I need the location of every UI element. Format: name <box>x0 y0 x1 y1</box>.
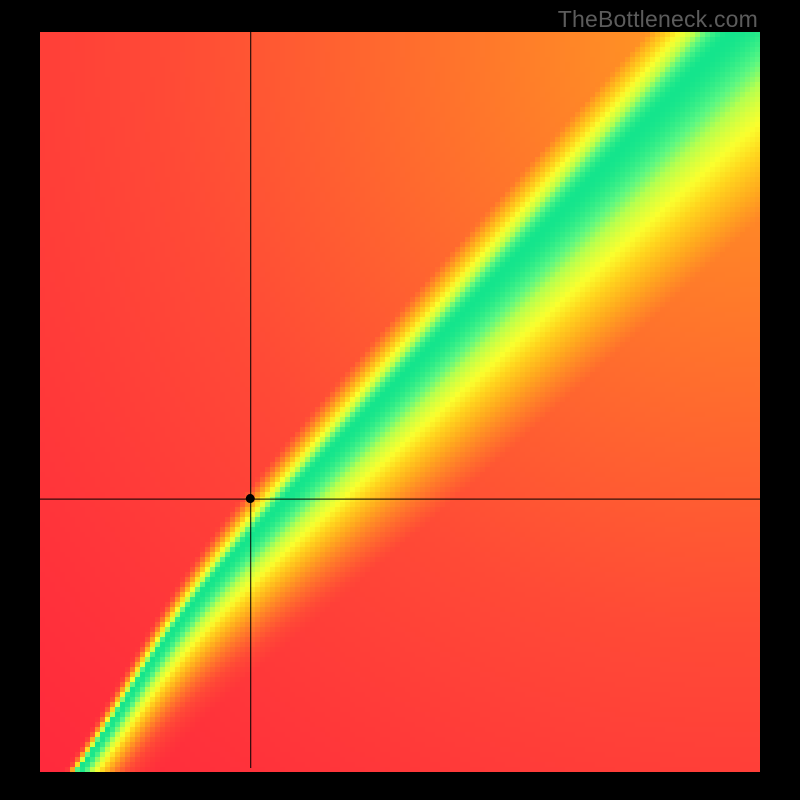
heatmap-canvas <box>0 0 800 800</box>
chart-container: { "watermark": { "text": "TheBottleneck.… <box>0 0 800 800</box>
